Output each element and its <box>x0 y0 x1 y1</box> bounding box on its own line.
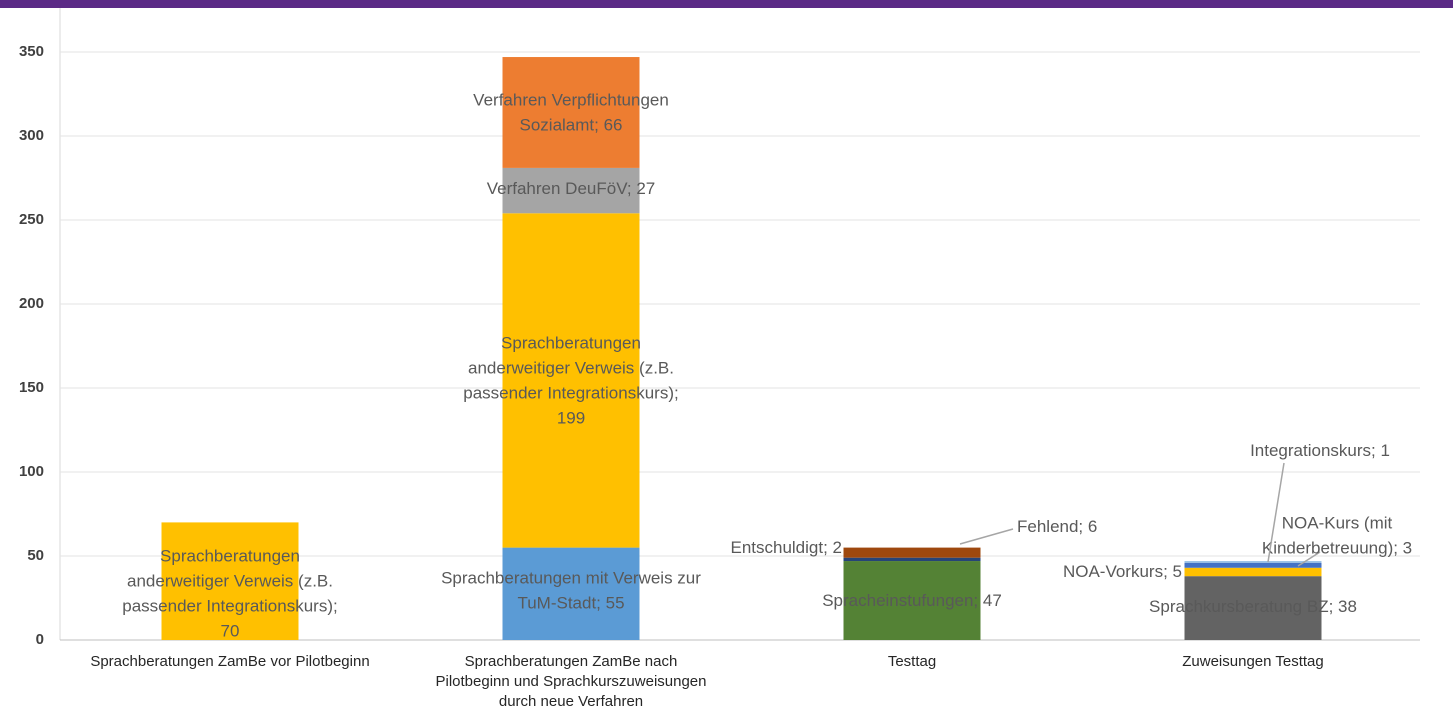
bar-segment <box>843 557 981 562</box>
data-label: NOA-Kurs (mit Kinderbetreuung); 3 <box>1262 514 1412 558</box>
bar-segment <box>161 522 299 640</box>
bar-segment <box>1184 576 1322 640</box>
data-label: Integrationskurs; 1 <box>1250 441 1390 460</box>
bar-segment <box>502 167 640 214</box>
leader-line <box>959 528 1014 545</box>
bar-segment <box>1184 561 1322 563</box>
y-tick-label: 300 <box>19 127 44 144</box>
data-label: Spracheinstufungen; 47 <box>822 591 1002 610</box>
bar-segment <box>502 547 640 640</box>
data-label: Sprachberatungen anderweitiger Verweis (z… <box>463 334 678 428</box>
bar-segment <box>1184 562 1322 568</box>
x-tick-label: Zuweisungen Testtag <box>1182 653 1323 670</box>
leader-line <box>1297 551 1321 567</box>
data-label: Verfahren DeuFöV; 27 <box>487 179 656 198</box>
data-label: Fehlend; 6 <box>1017 517 1097 536</box>
data-label: Verfahren Verpflichtungen Sozialamt; 66 <box>473 91 669 135</box>
x-tick-label: Sprachberatungen ZamBe vor Pilotbeginn <box>90 653 369 670</box>
y-tick-label: 0 <box>36 631 44 648</box>
header-band <box>0 0 1453 8</box>
y-tick-label: 50 <box>27 547 44 564</box>
y-tick-label: 100 <box>19 463 44 480</box>
data-label: Entschuldigt; 2 <box>730 538 842 557</box>
y-tick-label: 150 <box>19 379 44 396</box>
y-tick-label: 250 <box>19 211 44 228</box>
bar-segment <box>502 213 640 548</box>
y-tick-label: 200 <box>19 295 44 312</box>
bar-segment <box>502 57 640 168</box>
bar-segment <box>1184 567 1322 577</box>
y-tick-label: 350 <box>19 43 44 60</box>
data-label: NOA-Vorkurs; 5 <box>1063 562 1182 581</box>
data-label: Sprachkursberatung BZ; 38 <box>1149 597 1357 616</box>
x-tick-label: Testtag <box>888 653 936 670</box>
bar-segment <box>843 547 981 558</box>
leader-line <box>1267 462 1285 563</box>
data-label: Sprachberatungen mit Verweis zur TuM-Stad… <box>441 569 701 613</box>
x-tick-label: Sprachberatungen ZamBe nach Pilotbeginn u… <box>435 653 706 710</box>
bar-segment <box>843 561 981 640</box>
data-label: Sprachberatungen anderweitiger Verweis (z… <box>122 547 337 641</box>
